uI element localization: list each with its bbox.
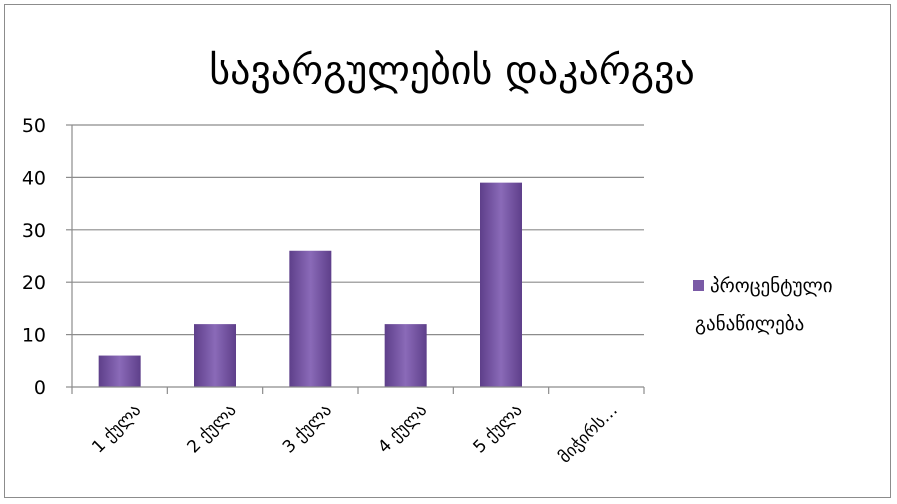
gridlines (72, 124, 644, 336)
y-tick-label: 30 (22, 220, 46, 242)
x-tick-label: 3 ქულა (279, 400, 336, 457)
bars (98, 182, 522, 387)
legend: პროცენტული განაწილება (693, 275, 833, 335)
x-tick-label: მიჭირს… (555, 400, 622, 467)
chart-frame (4, 4, 891, 498)
y-tick-label: 40 (22, 167, 46, 189)
chart-title: სავარგულების დაკარგვა (209, 48, 695, 94)
x-tick-label: 1 ქულა (88, 400, 145, 457)
y-tick-label: 50 (22, 115, 46, 137)
y-tick-label: 0 (34, 377, 46, 399)
legend-label-line1: პროცენტული (710, 275, 833, 297)
bar (384, 324, 427, 387)
y-tick-label: 10 (22, 325, 46, 347)
bar (289, 250, 332, 387)
x-tick-label: 4 ქულა (374, 400, 431, 457)
legend-label-line2: განაწილება (695, 313, 804, 335)
axes (71, 125, 644, 388)
y-tick-label: 20 (22, 272, 46, 294)
y-axis-ticks: 0 10 20 30 40 50 (22, 115, 72, 399)
legend-swatch (693, 280, 704, 291)
x-tick-label: 5 ქულა (470, 400, 527, 457)
bar (194, 324, 236, 387)
x-axis-ticks: 1 ქულა 2 ქულა 3 ქულა 4 ქულა 5 ქულა მიჭირს… (71, 387, 645, 467)
bar (480, 182, 522, 387)
bar (98, 355, 141, 387)
x-tick-label: 2 ქულა (184, 400, 241, 457)
